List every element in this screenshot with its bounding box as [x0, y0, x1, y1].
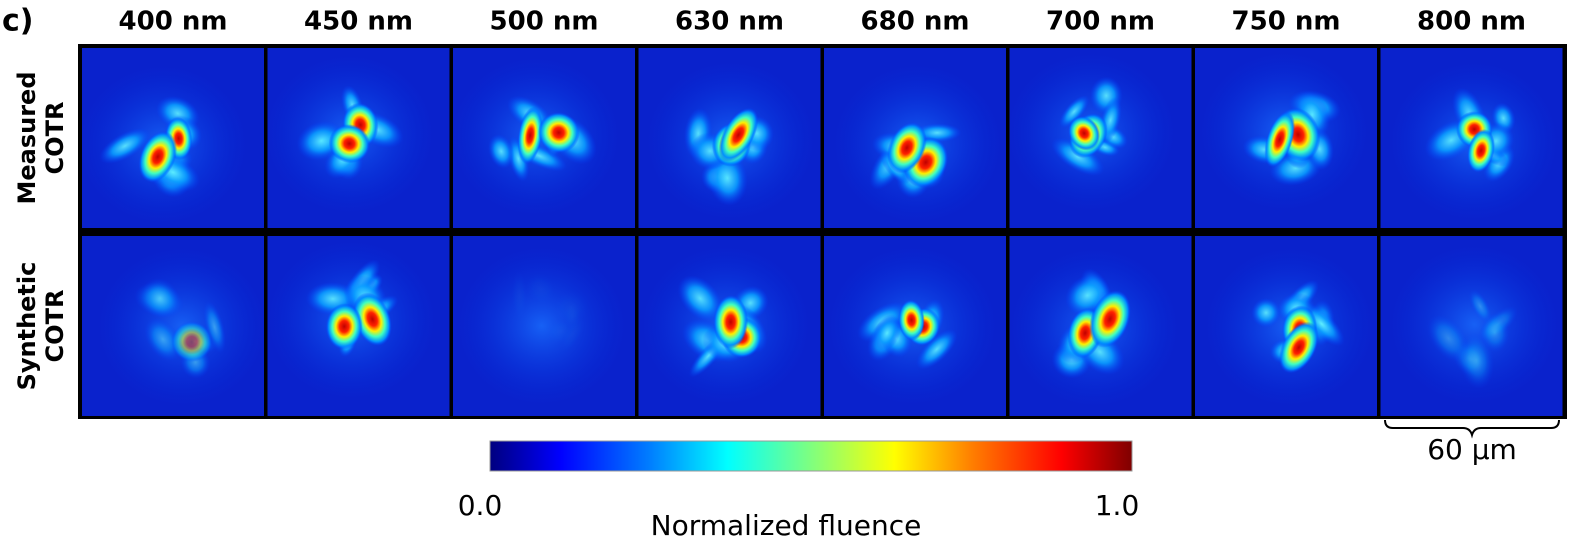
colorbar — [489, 440, 1133, 472]
halo — [456, 245, 627, 406]
image-content — [1204, 247, 1375, 408]
blob — [1427, 314, 1470, 363]
column-label: 700 nm — [1046, 7, 1155, 37]
fluence-image — [1009, 48, 1192, 228]
image-content — [832, 63, 1003, 224]
blob — [144, 317, 182, 362]
hot-spot — [138, 131, 178, 183]
hot-spot — [517, 106, 543, 165]
fluence-image — [267, 48, 450, 228]
hot-spot — [1467, 129, 1495, 173]
fluence-image — [1195, 236, 1377, 416]
hot-spot — [718, 107, 759, 162]
image-content — [640, 245, 811, 406]
hot-spot — [325, 303, 363, 350]
column-label: 400 nm — [119, 7, 228, 37]
fluence-image — [453, 236, 635, 416]
panel-label: c) — [2, 4, 34, 39]
column-label: 680 nm — [861, 7, 970, 37]
image-content — [82, 64, 248, 225]
image-content — [453, 56, 621, 217]
fluence-image — [638, 48, 821, 228]
column-label: 800 nm — [1417, 7, 1526, 37]
hot-spot — [898, 299, 925, 341]
hot-spot — [1068, 115, 1100, 151]
row-label: Synthetic — [13, 262, 41, 391]
column-label: 450 nm — [304, 7, 413, 37]
fluence-image — [1009, 236, 1192, 416]
fluence-image — [824, 48, 1006, 228]
image-content — [1199, 51, 1370, 212]
hot-spot — [328, 124, 370, 164]
blob — [511, 268, 528, 323]
blob — [1480, 312, 1510, 353]
image-content — [827, 245, 998, 406]
hot-spot — [537, 112, 580, 154]
image-content — [645, 60, 816, 221]
column-label: 750 nm — [1232, 7, 1341, 37]
row-label: COTR — [41, 290, 69, 363]
blob — [916, 329, 958, 370]
blob — [552, 289, 590, 326]
column-label: 500 nm — [490, 7, 599, 37]
blob — [140, 278, 180, 319]
image-content — [1389, 61, 1560, 222]
image-content — [456, 245, 627, 406]
hot-spot — [171, 321, 213, 362]
hot-spot — [887, 122, 927, 174]
blob — [677, 275, 723, 322]
fluence-image — [638, 236, 821, 416]
blob — [559, 315, 586, 353]
fluence-image — [1380, 236, 1563, 416]
blob — [488, 134, 515, 169]
blob — [203, 300, 226, 354]
hot-spot — [353, 292, 392, 346]
colorbar-min: 0.0 — [458, 489, 503, 522]
blob — [1058, 95, 1090, 129]
fluence-image — [82, 48, 264, 228]
image-content — [97, 246, 264, 407]
fluence-image — [267, 236, 450, 416]
blob — [525, 272, 557, 306]
image-content — [1389, 244, 1560, 405]
fluence-image — [1195, 48, 1377, 228]
hot-spot — [1278, 321, 1319, 374]
scale-bar-label: 60 µm — [1427, 433, 1517, 466]
colorbar-title: Normalized fluence — [651, 509, 922, 542]
fluence-image — [1380, 48, 1563, 228]
row-label: COTR — [41, 102, 69, 175]
hot-spot — [713, 295, 749, 350]
fluence-image — [453, 48, 635, 228]
hot-spot — [1089, 290, 1131, 348]
colorbar-max: 1.0 — [1095, 489, 1140, 522]
hot-spot — [1264, 111, 1296, 168]
blob — [99, 128, 151, 164]
fluence-image — [82, 236, 264, 416]
column-label: 630 nm — [675, 7, 784, 37]
row-label: Measured — [13, 71, 41, 204]
blob — [1468, 289, 1492, 323]
image-content — [267, 54, 435, 215]
image-grid — [82, 48, 1563, 416]
halo — [1389, 244, 1560, 405]
image-content — [267, 240, 437, 400]
blob — [1251, 297, 1281, 328]
image-content — [1009, 52, 1177, 213]
blob — [873, 314, 902, 352]
image-content — [1009, 247, 1180, 408]
fluence-image — [824, 236, 1006, 416]
scale-bracket — [1384, 419, 1560, 439]
